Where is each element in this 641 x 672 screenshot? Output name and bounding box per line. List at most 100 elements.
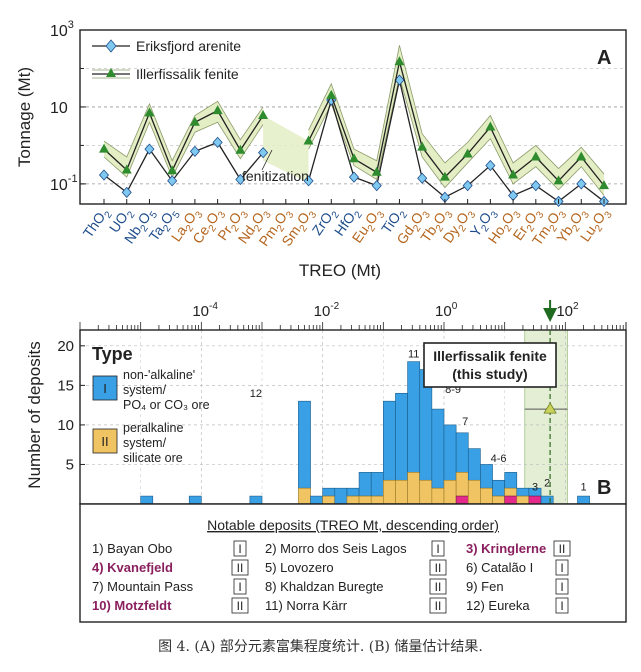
bar-peralkaline [467,479,481,505]
deposit-type-label: I [560,561,563,575]
eriksfjord-point [212,136,223,148]
deposit-name: 8) Khaldzan Buregte [265,579,384,594]
legend-type-ii-line1: peralkaline [123,421,184,435]
x-label-subscript: 3 [443,209,455,220]
y-tick-exponent: 3 [68,19,74,31]
deposit-type-label: II [237,561,244,575]
bar-peralkaline [383,479,396,505]
legend-type-i-line1: non-'alkaline' [123,368,195,382]
top-tick-base: 10 [556,303,573,320]
y-tick-label: 103 [50,19,74,40]
deposits-table-title: Notable deposits (TREO Mt, descending or… [207,517,499,533]
x-label-subscript: 3 [557,209,569,220]
estimate-label-line1: Illerfissalik fenite [433,348,547,364]
legend-type-ii-line2: system/ [123,436,167,450]
illerfissalik-point [144,107,155,117]
bar-alkaline [383,400,396,481]
top-tick-base: 10 [435,303,452,320]
x-label-subscript: 3 [307,209,319,220]
estimate-triangle-marker [543,402,557,414]
x-label-subscript: 2 [275,223,287,234]
deposit-type-badge [555,578,569,595]
x-label-subscript: 2 [229,223,241,234]
bar-alkaline [431,408,445,489]
illerfissalik-point [326,89,337,99]
bar-alkaline [407,361,421,473]
deposits-list: 1) Bayan Obo I4) Kvanefjeld II7) Mountain … [92,540,571,614]
x-label-subscript: 3 [216,209,228,220]
eriksfjord-point [235,173,246,186]
panel-b-top-axis-label: TREO (Mt) [299,261,381,280]
top-tick-exponent: 2 [573,301,579,312]
bar-alkaline [504,472,518,489]
bar-alkaline [298,400,311,489]
illerfissalik-point [121,164,132,174]
x-label-subscript: 2 [398,209,410,220]
deposit-type-label: II [237,599,244,613]
x-label-subscript: 3 [421,209,433,220]
eriksfjord-point [462,180,473,192]
deposit-name: 3) Kringlerne [466,541,546,556]
bar-peralkaline [370,495,384,505]
legend-type-i-line2: system/ [123,383,167,397]
illerfissalik-point [167,165,178,175]
x-category-label: HfO2 [331,204,365,241]
bar-alkaline [140,495,154,505]
bar-label: 3 [532,482,538,494]
fenitization-band [263,115,309,183]
x-label-element: Tb [417,222,440,245]
estimate-label-box [423,342,557,388]
panel-b-bars [140,361,590,505]
panel-a-label: A [597,47,611,69]
bar-alkaline [395,392,408,481]
deposit-name: 11) Norra Kärr [265,598,348,613]
x-label-subscript: 5 [171,209,183,220]
deposit-type-badge [429,578,447,595]
x-category-label: Er2O3 [510,204,547,245]
panel-b-y-ticks: 5 10 15 20 [57,338,85,473]
panel-b-top-axis: 10-4 10-2 100 102 [79,301,627,330]
deposit-type-badge [429,559,447,576]
bar-peralkaline [346,495,360,505]
bar-peralkaline [455,472,469,497]
x-category-label: TiO2 [378,204,410,238]
bar-alkaline [334,487,348,505]
bar-alkaline [370,472,384,497]
illerfissalik-point [235,144,246,154]
bar-highlight [504,495,518,505]
panel-a-legend: Eriksfjord arenite Illerfissalik fenite [92,38,241,82]
figure-caption: 图 4. (A) 部分元素富集程度统计. (B) 储量估计结果. [158,639,483,655]
deposit-name: 12) Eureka [466,598,530,613]
bar-label: 2 [544,478,550,490]
bar-label: 11 [408,349,419,361]
deposit-name: 9) Fen [466,579,504,594]
bar-highlight [528,495,542,505]
series-line-illerfissalik [103,109,264,173]
bar-alkaline [358,472,372,497]
illerfissalik-point [99,143,109,153]
bar-peralkaline [358,495,372,505]
top-tick-label: 100 [435,301,458,320]
panel-a-plot [98,45,610,208]
bar-alkaline [455,432,469,473]
y-tick-base: 10 [50,23,68,40]
deposit-type-badge [233,578,247,595]
top-tick-exponent: -2 [330,301,339,312]
eriksfjord-point [98,169,110,181]
legend-type-ii-line3: silicate ore [123,451,183,465]
top-tick-label: 10-2 [314,301,340,320]
bar-peralkaline [504,487,518,497]
x-label-subscript: 3 [375,209,387,220]
y-tick-base: 10 [50,100,68,117]
y-tick-label: 10 [50,100,68,117]
bar-peralkaline [419,479,433,505]
estimate-label-line2: (this study) [452,366,527,382]
fenitization-annotation: fenitization [242,168,309,184]
x-label-subscript: 2 [593,223,605,234]
x-label-subscript: 3 [239,209,251,220]
x-label-subscript: 2 [570,223,582,234]
deposit-type-badge [231,559,249,576]
bar-label: 4-6 [491,453,507,465]
illerfissalik-point [212,105,223,115]
